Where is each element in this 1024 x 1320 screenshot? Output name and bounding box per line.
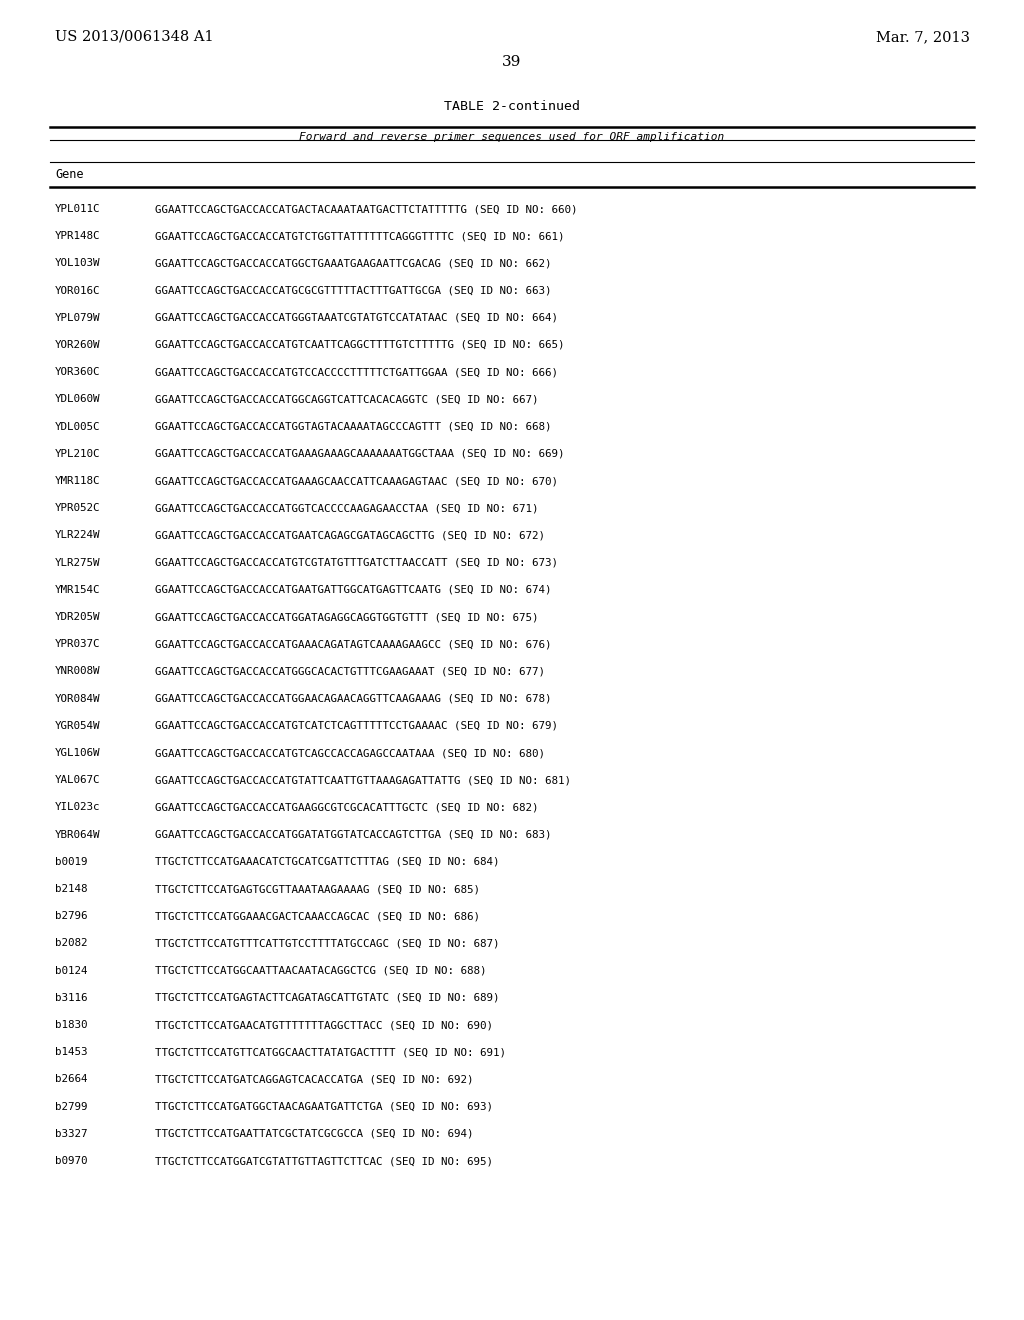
Text: GGAATTCCAGCTGACCACCATGAATGATTGGCATGAGTTCAATG (SEQ ID NO: 674): GGAATTCCAGCTGACCACCATGAATGATTGGCATGAGTTC…	[155, 585, 552, 595]
Text: Forward and reverse primer sequences used for ORF amplification: Forward and reverse primer sequences use…	[299, 132, 725, 143]
Text: YDL005C: YDL005C	[55, 421, 100, 432]
Text: YOR016C: YOR016C	[55, 285, 100, 296]
Text: GGAATTCCAGCTGACCACCATGTCGTATGTTTGATCTTAACCATT (SEQ ID NO: 673): GGAATTCCAGCTGACCACCATGTCGTATGTTTGATCTTAA…	[155, 557, 558, 568]
Text: TTGCTCTTCCATGAGTACTTCAGATAGCATTGTATC (SEQ ID NO: 689): TTGCTCTTCCATGAGTACTTCAGATAGCATTGTATC (SE…	[155, 993, 500, 1003]
Text: YGR054W: YGR054W	[55, 721, 100, 731]
Text: GGAATTCCAGCTGACCACCATGGGTAAATCGTATGTCCATATAAC (SEQ ID NO: 664): GGAATTCCAGCTGACCACCATGGGTAAATCGTATGTCCAT…	[155, 313, 558, 323]
Text: Mar. 7, 2013: Mar. 7, 2013	[876, 30, 970, 44]
Text: YPL079W: YPL079W	[55, 313, 100, 323]
Text: b3116: b3116	[55, 993, 87, 1003]
Text: GGAATTCCAGCTGACCACCATGACTACAAATAATGACTTCTATTTTTG (SEQ ID NO: 660): GGAATTCCAGCTGACCACCATGACTACAAATAATGACTTC…	[155, 205, 578, 214]
Text: GGAATTCCAGCTGACCACCATGGGCACACTGTTTCGAAGAAAT (SEQ ID NO: 677): GGAATTCCAGCTGACCACCATGGGCACACTGTTTCGAAGA…	[155, 667, 545, 676]
Text: TTGCTCTTCCATGATGGCTAACAGAATGATTCTGA (SEQ ID NO: 693): TTGCTCTTCCATGATGGCTAACAGAATGATTCTGA (SEQ…	[155, 1102, 493, 1111]
Text: YLR224W: YLR224W	[55, 531, 100, 540]
Text: GGAATTCCAGCTGACCACCATGGATAGAGGCAGGTGGTGTTT (SEQ ID NO: 675): GGAATTCCAGCTGACCACCATGGATAGAGGCAGGTGGTGT…	[155, 612, 539, 622]
Text: 39: 39	[503, 55, 521, 69]
Text: GGAATTCCAGCTGACCACCATGGTAGTACAAAATAGCCCAGTTT (SEQ ID NO: 668): GGAATTCCAGCTGACCACCATGGTAGTACAAAATAGCCCA…	[155, 421, 552, 432]
Text: US 2013/0061348 A1: US 2013/0061348 A1	[55, 30, 214, 44]
Text: YPL011C: YPL011C	[55, 205, 100, 214]
Text: b2796: b2796	[55, 911, 87, 921]
Text: TTGCTCTTCCATGATCAGGAGTCACACCATGA (SEQ ID NO: 692): TTGCTCTTCCATGATCAGGAGTCACACCATGA (SEQ ID…	[155, 1074, 473, 1085]
Text: TTGCTCTTCCATGTTTCATTGTCCTTTTATGCCAGC (SEQ ID NO: 687): TTGCTCTTCCATGTTTCATTGTCCTTTTATGCCAGC (SE…	[155, 939, 500, 948]
Text: YAL067C: YAL067C	[55, 775, 100, 785]
Text: GGAATTCCAGCTGACCACCATGAATCAGAGCGATAGCAGCTTG (SEQ ID NO: 672): GGAATTCCAGCTGACCACCATGAATCAGAGCGATAGCAGC…	[155, 531, 545, 540]
Text: YMR118C: YMR118C	[55, 477, 100, 486]
Text: b0970: b0970	[55, 1156, 87, 1166]
Text: b2082: b2082	[55, 939, 87, 948]
Text: TTGCTCTTCCATGTTCATGGCAACTTATATGACTTTT (SEQ ID NO: 691): TTGCTCTTCCATGTTCATGGCAACTTATATGACTTTT (S…	[155, 1047, 506, 1057]
Text: Gene: Gene	[55, 168, 84, 181]
Text: GGAATTCCAGCTGACCACCATGTCAGCCACCAGAGCCAATAAA (SEQ ID NO: 680): GGAATTCCAGCTGACCACCATGTCAGCCACCAGAGCCAAT…	[155, 748, 545, 758]
Text: b1830: b1830	[55, 1020, 87, 1030]
Text: YPR148C: YPR148C	[55, 231, 100, 242]
Text: YDL060W: YDL060W	[55, 395, 100, 404]
Text: YOR084W: YOR084W	[55, 693, 100, 704]
Text: b2148: b2148	[55, 884, 87, 894]
Text: GGAATTCCAGCTGACCACCATGGCAGGTCATTCACACAGGTC (SEQ ID NO: 667): GGAATTCCAGCTGACCACCATGGCAGGTCATTCACACAGG…	[155, 395, 539, 404]
Text: TABLE 2-continued: TABLE 2-continued	[444, 100, 580, 114]
Text: GGAATTCCAGCTGACCACCATGGATATGGTATCACCAGTCTTGA (SEQ ID NO: 683): GGAATTCCAGCTGACCACCATGGATATGGTATCACCAGTC…	[155, 829, 552, 840]
Text: YPR037C: YPR037C	[55, 639, 100, 649]
Text: YBR064W: YBR064W	[55, 829, 100, 840]
Text: GGAATTCCAGCTGACCACCATGTATTCAATTGTTAAAGAGATTATTG (SEQ ID NO: 681): GGAATTCCAGCTGACCACCATGTATTCAATTGTTAAAGAG…	[155, 775, 571, 785]
Text: TTGCTCTTCCATGGCAATTAACAATACAGGCTCG (SEQ ID NO: 688): TTGCTCTTCCATGGCAATTAACAATACAGGCTCG (SEQ …	[155, 966, 486, 975]
Text: YMR154C: YMR154C	[55, 585, 100, 595]
Text: YOL103W: YOL103W	[55, 259, 100, 268]
Text: YOR260W: YOR260W	[55, 341, 100, 350]
Text: b0019: b0019	[55, 857, 87, 867]
Text: GGAATTCCAGCTGACCACCATGTCATCTCAGTTTTTCCTGAAAAC (SEQ ID NO: 679): GGAATTCCAGCTGACCACCATGTCATCTCAGTTTTTCCTG…	[155, 721, 558, 731]
Text: YPR052C: YPR052C	[55, 503, 100, 513]
Text: TTGCTCTTCCATGAATTATCGCTATCGCGCCA (SEQ ID NO: 694): TTGCTCTTCCATGAATTATCGCTATCGCGCCA (SEQ ID…	[155, 1129, 473, 1139]
Text: GGAATTCCAGCTGACCACCATGGCTGAAATGAAGAATTCGACAG (SEQ ID NO: 662): GGAATTCCAGCTGACCACCATGGCTGAAATGAAGAATTCG…	[155, 259, 552, 268]
Text: GGAATTCCAGCTGACCACCATGTCCACCCCTTTTTCTGATTGGAA (SEQ ID NO: 666): GGAATTCCAGCTGACCACCATGTCCACCCCTTTTTCTGAT…	[155, 367, 558, 378]
Text: YPL210C: YPL210C	[55, 449, 100, 459]
Text: TTGCTCTTCCATGAACATGTTTTTTTAGGCTTACC (SEQ ID NO: 690): TTGCTCTTCCATGAACATGTTTTTTTAGGCTTACC (SEQ…	[155, 1020, 493, 1030]
Text: YDR205W: YDR205W	[55, 612, 100, 622]
Text: b1453: b1453	[55, 1047, 87, 1057]
Text: b2799: b2799	[55, 1102, 87, 1111]
Text: GGAATTCCAGCTGACCACCATGAAACAGATAGTCAAAAGAAGCC (SEQ ID NO: 676): GGAATTCCAGCTGACCACCATGAAACAGATAGTCAAAAGA…	[155, 639, 552, 649]
Text: TTGCTCTTCCATGAAACATCTGCATCGATTCTTTAG (SEQ ID NO: 684): TTGCTCTTCCATGAAACATCTGCATCGATTCTTTAG (SE…	[155, 857, 500, 867]
Text: GGAATTCCAGCTGACCACCATGGTCACCCCAAGAGAACCTAA (SEQ ID NO: 671): GGAATTCCAGCTGACCACCATGGTCACCCCAAGAGAACCT…	[155, 503, 539, 513]
Text: YNR008W: YNR008W	[55, 667, 100, 676]
Text: TTGCTCTTCCATGGATCGTATTGTTAGTTCTTCAC (SEQ ID NO: 695): TTGCTCTTCCATGGATCGTATTGTTAGTTCTTCAC (SEQ…	[155, 1156, 493, 1166]
Text: b3327: b3327	[55, 1129, 87, 1139]
Text: b2664: b2664	[55, 1074, 87, 1085]
Text: YOR360C: YOR360C	[55, 367, 100, 378]
Text: b0124: b0124	[55, 966, 87, 975]
Text: GGAATTCCAGCTGACCACCATGTCTGGTTATTTTTTCAGGGTTTTC (SEQ ID NO: 661): GGAATTCCAGCTGACCACCATGTCTGGTTATTTTTTCAGG…	[155, 231, 564, 242]
Text: GGAATTCCAGCTGACCACCATGAAGGCGTCGCACATTTGCTC (SEQ ID NO: 682): GGAATTCCAGCTGACCACCATGAAGGCGTCGCACATTTGC…	[155, 803, 539, 812]
Text: TTGCTCTTCCATGGAAACGACTCAAACCAGCAC (SEQ ID NO: 686): TTGCTCTTCCATGGAAACGACTCAAACCAGCAC (SEQ I…	[155, 911, 480, 921]
Text: YLR275W: YLR275W	[55, 557, 100, 568]
Text: GGAATTCCAGCTGACCACCATGCGCGTTTTTACTTTGATTGCGA (SEQ ID NO: 663): GGAATTCCAGCTGACCACCATGCGCGTTTTTACTTTGATT…	[155, 285, 552, 296]
Text: GGAATTCCAGCTGACCACCATGAAAGAAAGCAAAAAAATGGCTAAA (SEQ ID NO: 669): GGAATTCCAGCTGACCACCATGAAAGAAAGCAAAAAAATG…	[155, 449, 564, 459]
Text: GGAATTCCAGCTGACCACCATGAAAGCAACCATTCAAAGAGTAAC (SEQ ID NO: 670): GGAATTCCAGCTGACCACCATGAAAGCAACCATTCAAAGA…	[155, 477, 558, 486]
Text: GGAATTCCAGCTGACCACCATGGAACAGAACAGGTTCAAGAAAG (SEQ ID NO: 678): GGAATTCCAGCTGACCACCATGGAACAGAACAGGTTCAAG…	[155, 693, 552, 704]
Text: TTGCTCTTCCATGAGTGCGTTAAATAAGAAAAG (SEQ ID NO: 685): TTGCTCTTCCATGAGTGCGTTAAATAAGAAAAG (SEQ I…	[155, 884, 480, 894]
Text: YIL023c: YIL023c	[55, 803, 100, 812]
Text: YGL106W: YGL106W	[55, 748, 100, 758]
Text: GGAATTCCAGCTGACCACCATGTCAATTCAGGCTTTTGTCTTTTTG (SEQ ID NO: 665): GGAATTCCAGCTGACCACCATGTCAATTCAGGCTTTTGTC…	[155, 341, 564, 350]
